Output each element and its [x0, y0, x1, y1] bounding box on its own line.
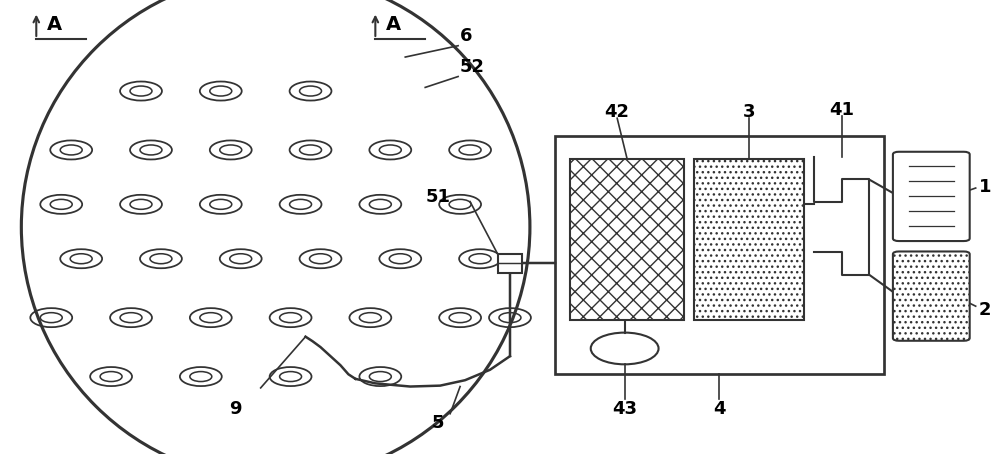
Text: 5: 5 — [432, 413, 444, 431]
Text: 6: 6 — [460, 27, 473, 45]
Text: 4: 4 — [713, 399, 726, 417]
Bar — [498, 254, 522, 273]
FancyBboxPatch shape — [893, 252, 970, 341]
Text: 52: 52 — [460, 58, 485, 76]
Text: 41: 41 — [830, 101, 855, 119]
Text: 3: 3 — [743, 103, 756, 121]
Text: 9: 9 — [229, 399, 242, 417]
Bar — [570, 160, 684, 320]
Bar — [555, 137, 884, 374]
Text: 42: 42 — [605, 103, 630, 121]
Text: 2: 2 — [979, 300, 991, 318]
FancyBboxPatch shape — [893, 152, 970, 242]
Text: 43: 43 — [612, 399, 637, 417]
Text: A: A — [47, 15, 62, 35]
Bar — [694, 160, 804, 320]
Text: 1: 1 — [979, 177, 991, 195]
Text: 51: 51 — [425, 187, 450, 205]
Text: A: A — [386, 15, 401, 35]
